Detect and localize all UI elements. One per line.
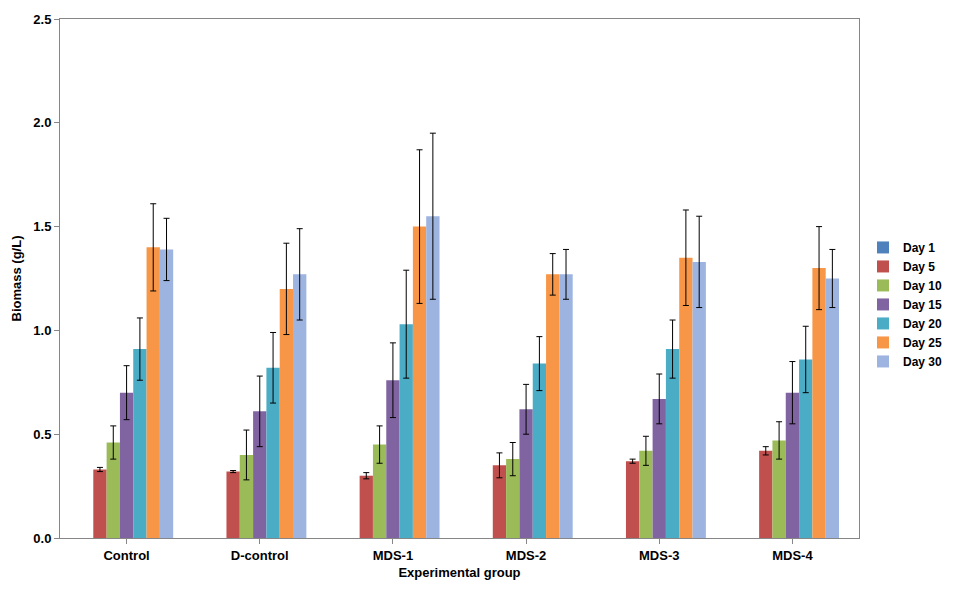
svg-text:Day 20: Day 20 [903, 317, 942, 331]
svg-text:Day 10: Day 10 [903, 279, 942, 293]
svg-text:1.0: 1.0 [33, 323, 51, 338]
svg-text:D-control: D-control [231, 548, 289, 563]
svg-text:2.5: 2.5 [33, 12, 51, 27]
svg-text:Day 5: Day 5 [903, 260, 935, 274]
svg-text:2.0: 2.0 [33, 115, 51, 130]
svg-text:Day 25: Day 25 [903, 336, 942, 350]
svg-text:Day 1: Day 1 [903, 241, 935, 255]
svg-text:MDS-1: MDS-1 [373, 548, 413, 563]
svg-text:MDS-3: MDS-3 [639, 548, 679, 563]
svg-text:0.0: 0.0 [33, 531, 51, 546]
svg-text:0.5: 0.5 [33, 427, 51, 442]
svg-text:MDS-2: MDS-2 [506, 548, 546, 563]
svg-text:Day 30: Day 30 [903, 355, 942, 369]
svg-text:1.5: 1.5 [33, 219, 51, 234]
svg-text:Biomass (g/L): Biomass (g/L) [9, 236, 24, 322]
svg-text:Experimental group: Experimental group [398, 565, 520, 580]
svg-text:Control: Control [103, 548, 149, 563]
svg-text:MDS-4: MDS-4 [772, 548, 813, 563]
svg-text:Day 15: Day 15 [903, 298, 942, 312]
